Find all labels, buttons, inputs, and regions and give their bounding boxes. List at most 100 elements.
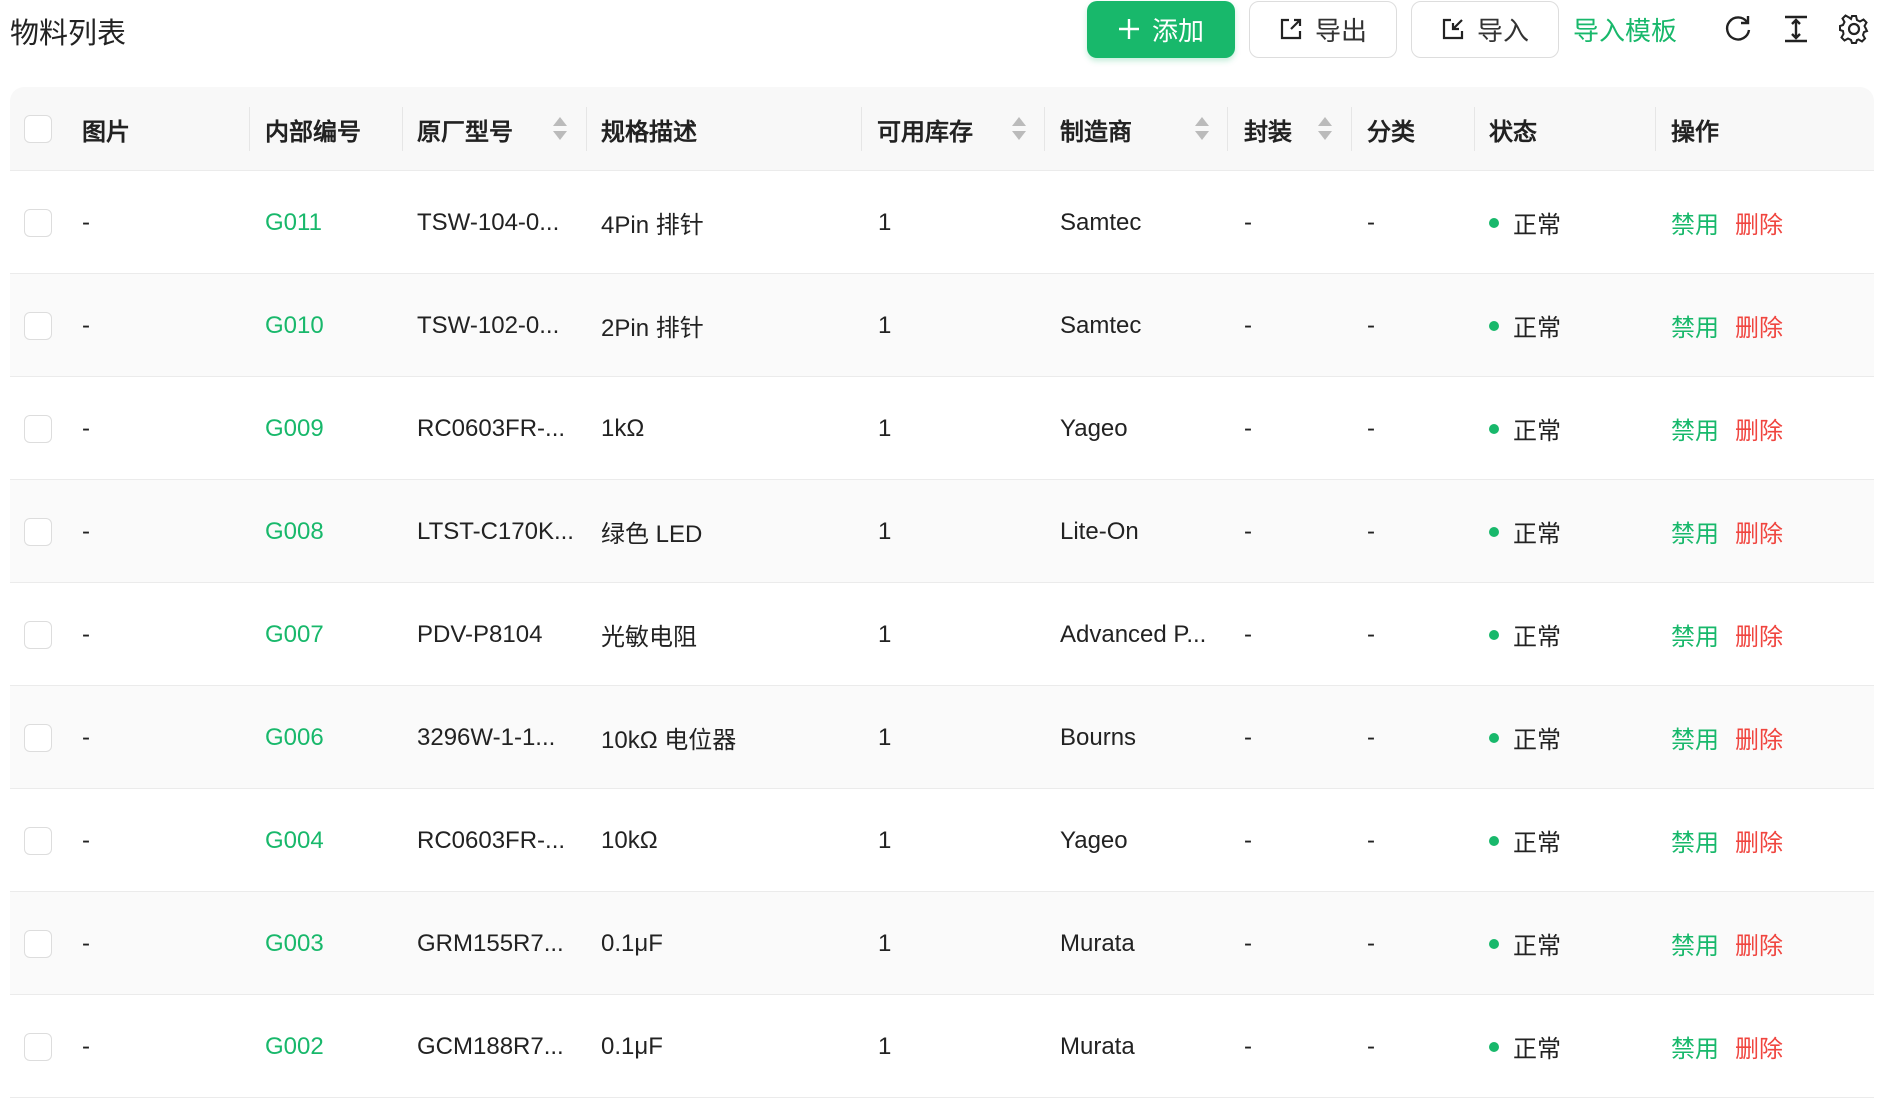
maker-cell: Yageo [1060, 826, 1128, 854]
category-cell: - [1367, 311, 1375, 339]
spec-cell: 4Pin 排针 [601, 212, 704, 239]
status-dot-icon [1489, 526, 1499, 537]
code-link[interactable]: G011 [265, 208, 322, 236]
package-cell: - [1244, 414, 1252, 442]
status-text: 正常 [1513, 521, 1561, 548]
status-text: 正常 [1513, 727, 1561, 754]
row-checkbox[interactable] [24, 826, 52, 855]
delete-button[interactable]: 删除 [1735, 212, 1783, 239]
disable-button[interactable]: 禁用 [1671, 315, 1719, 342]
status-cell: 正常 [1489, 686, 1561, 789]
code-link[interactable]: G004 [265, 826, 324, 854]
code-link[interactable]: G006 [265, 723, 324, 751]
export-button[interactable]: 导出 [1248, 0, 1397, 58]
row-checkbox[interactable] [24, 208, 52, 237]
spec-cell: 10kΩ 电位器 [601, 727, 737, 754]
actions-cell: 禁用 删除 [1671, 583, 1783, 686]
image-cell: - [82, 1032, 90, 1060]
import-button[interactable]: 导入 [1410, 0, 1559, 58]
status-text: 正常 [1513, 624, 1561, 651]
col-package[interactable]: 封装 [1244, 118, 1292, 146]
category-cell: - [1367, 517, 1375, 545]
spec-cell: 2Pin 排针 [601, 315, 704, 342]
disable-button[interactable]: 禁用 [1671, 418, 1719, 445]
actions-cell: 禁用 删除 [1671, 892, 1783, 995]
image-cell: - [82, 414, 90, 442]
row-checkbox[interactable] [24, 414, 52, 443]
status-dot-icon [1489, 938, 1499, 949]
actions-cell: 禁用 删除 [1671, 377, 1783, 480]
disable-button[interactable]: 禁用 [1671, 212, 1719, 239]
code-link[interactable]: G002 [265, 1032, 324, 1060]
add-button[interactable]: 添加 [1086, 0, 1235, 58]
package-cell: - [1244, 929, 1252, 957]
delete-button[interactable]: 删除 [1735, 1036, 1783, 1063]
row-checkbox[interactable] [24, 723, 52, 752]
image-cell: - [82, 311, 90, 339]
status-text: 正常 [1513, 418, 1561, 445]
delete-button[interactable]: 删除 [1735, 727, 1783, 754]
table-body: - G011 TSW-104-0... 4Pin 排针 1 Samtec - -… [10, 171, 1874, 1098]
code-link[interactable]: G009 [265, 414, 324, 442]
mpn-cell: RC0603FR-... [417, 826, 566, 854]
spec-cell: 0.1μF [601, 1032, 663, 1060]
code-link[interactable]: G003 [265, 929, 324, 957]
add-label: 添加 [1151, 15, 1204, 46]
package-cell: - [1244, 723, 1252, 751]
col-actions: 操作 [1671, 118, 1719, 146]
settings-icon[interactable] [1837, 12, 1871, 46]
delete-button[interactable]: 删除 [1735, 830, 1783, 857]
stock-cell: 1 [878, 208, 892, 236]
row-checkbox[interactable] [24, 517, 52, 546]
status-text: 正常 [1513, 933, 1561, 960]
select-all-checkbox[interactable] [24, 115, 52, 143]
code-link[interactable]: G008 [265, 517, 324, 545]
disable-button[interactable]: 禁用 [1671, 727, 1719, 754]
export-label: 导出 [1314, 15, 1367, 46]
refresh-icon[interactable] [1721, 12, 1755, 46]
status-cell: 正常 [1489, 583, 1561, 686]
col-mpn[interactable]: 原厂型号 [417, 118, 513, 146]
package-cell: - [1244, 826, 1252, 854]
code-link[interactable]: G007 [265, 620, 324, 648]
status-dot-icon [1489, 732, 1499, 743]
col-stock[interactable]: 可用库存 [877, 118, 973, 146]
col-maker[interactable]: 制造商 [1060, 118, 1132, 146]
spec-cell: 0.1μF [601, 929, 663, 957]
disable-button[interactable]: 禁用 [1671, 830, 1719, 857]
maker-cell: Samtec [1060, 208, 1142, 236]
spec-cell: 光敏电阻 [601, 624, 697, 651]
delete-button[interactable]: 删除 [1735, 418, 1783, 445]
stock-cell: 1 [878, 1032, 892, 1060]
disable-button[interactable]: 禁用 [1671, 624, 1719, 651]
status-dot-icon [1489, 423, 1499, 434]
row-checkbox[interactable] [24, 1032, 52, 1061]
row-checkbox[interactable] [24, 620, 52, 649]
row-checkbox[interactable] [24, 929, 52, 958]
disable-button[interactable]: 禁用 [1671, 521, 1719, 548]
code-link[interactable]: G010 [265, 311, 324, 339]
maker-cell: Murata [1060, 929, 1135, 957]
row-checkbox[interactable] [24, 311, 52, 340]
image-cell: - [82, 517, 90, 545]
stock-cell: 1 [878, 517, 892, 545]
delete-button[interactable]: 删除 [1735, 521, 1783, 548]
mpn-cell: LTST-C170K... [417, 517, 574, 545]
image-cell: - [82, 826, 90, 854]
mpn-cell: PDV-P8104 [417, 620, 543, 648]
image-cell: - [82, 208, 90, 236]
delete-button[interactable]: 删除 [1735, 315, 1783, 342]
status-dot-icon [1489, 217, 1499, 228]
table-row: - G007 PDV-P8104 光敏电阻 1 Advanced P... - … [10, 583, 1874, 686]
disable-button[interactable]: 禁用 [1671, 1036, 1719, 1063]
import-template-link[interactable]: 导入模板 [1572, 15, 1677, 46]
disable-button[interactable]: 禁用 [1671, 933, 1719, 960]
category-cell: - [1367, 208, 1375, 236]
import-icon [1442, 18, 1464, 40]
maker-cell: Lite-On [1060, 517, 1139, 545]
delete-button[interactable]: 删除 [1735, 933, 1783, 960]
import-label: 导入 [1476, 15, 1529, 46]
delete-button[interactable]: 删除 [1735, 624, 1783, 651]
package-cell: - [1244, 208, 1252, 236]
row-height-icon[interactable] [1779, 12, 1813, 46]
